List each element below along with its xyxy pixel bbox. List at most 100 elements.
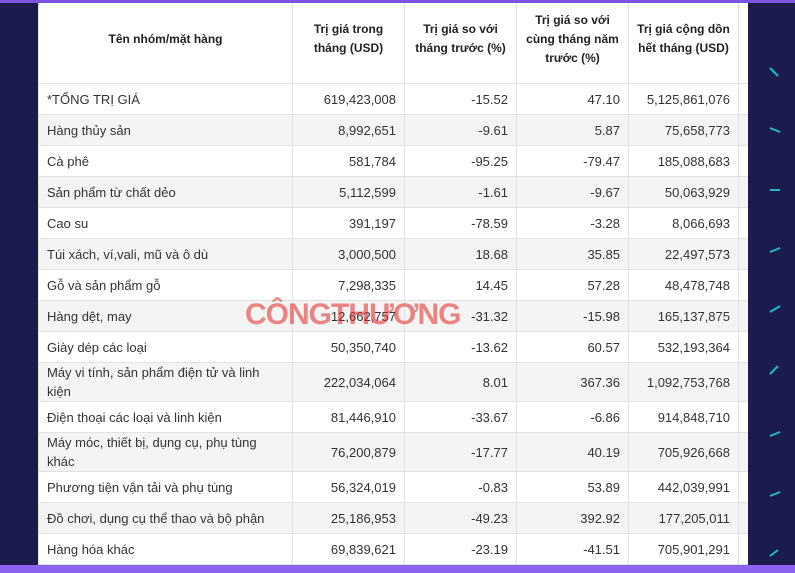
item-cell: Túi xách, ví,vali, mũ và ô dù <box>38 238 293 270</box>
value-cell: -1.61 <box>404 176 517 208</box>
item-cell: Gỗ và sản phẩm gỗ <box>38 269 293 301</box>
column-header: Trị giá cộng dồn so với cùng kỳ năm trướ… <box>738 0 748 84</box>
value-cell: 25,186,953 <box>292 502 405 534</box>
value-cell: -23.19 <box>404 533 517 565</box>
value-cell: 22,497,573 <box>628 238 739 270</box>
value-cell: 8.01 <box>404 362 517 402</box>
value-cell: 18.68 <box>404 238 517 270</box>
value-cell: -41.51 <box>516 533 629 565</box>
item-cell: Cà phê <box>38 145 293 177</box>
table-row: Hàng thủy sản 8,992,651 -9.61 5.87 75,658,77… <box>38 114 748 146</box>
value-cell: 53.89 <box>516 471 629 503</box>
value-cell: 3,000,500 <box>292 238 405 270</box>
value-cell: 914,848,710 <box>628 401 739 433</box>
value-cell: -5.24 <box>738 114 748 146</box>
value-cell: -33.67 <box>404 401 517 433</box>
value-cell: -9.61 <box>404 114 517 146</box>
value-cell: 92.42 <box>738 362 748 402</box>
table-row: Cà phê581,784-95.25-79.47185,088,6833,37… <box>38 145 748 177</box>
value-cell: 705,901,291 <box>628 533 739 565</box>
value-cell: 8,992,651 <box>292 114 405 146</box>
value-cell: -9.67 <box>516 176 629 208</box>
value-cell: -49.23 <box>404 502 517 534</box>
item-cell: Máy móc, thiết bị, dụng cụ, phụ tùng khá… <box>38 432 293 472</box>
value-cell: 1,092,753,768 <box>628 362 739 402</box>
value-cell: 75,658,773 <box>628 114 739 146</box>
value-cell: 48,478,748 <box>628 269 739 301</box>
value-cell: -15.52 <box>404 83 517 115</box>
item-cell: Hàng thủy sản <box>38 114 293 146</box>
column-header: Trị giá trong tháng (USD) <box>292 0 405 84</box>
value-cell: 5.87 <box>516 114 629 146</box>
value-cell: 10.15 <box>738 176 748 208</box>
watermark: CÔNGTHƯƠNG <box>245 298 461 331</box>
value-cell: -95.25 <box>404 145 517 177</box>
value-cell: 47.10 <box>516 83 629 115</box>
value-cell: 3,372.37 <box>738 145 748 177</box>
value-cell: -79.47 <box>516 145 629 177</box>
table-row: Máy móc, thiết bị, dụng cụ, phụ tùng khá… <box>38 432 748 472</box>
value-cell: 81,446,910 <box>292 401 405 433</box>
value-cell: 48.65 <box>738 331 748 363</box>
value-cell: -8.08 <box>738 238 748 270</box>
table-row: Phương tiện vận tải và phụ tùng 56,324,01… <box>38 471 748 503</box>
table-row: Đồ chơi, dụng cụ thể thao và bộ phận 25,1… <box>38 502 748 534</box>
trade-table: Tên nhóm/mặt hàng Trị giá trong tháng (US… <box>38 0 748 565</box>
value-cell: -13.62 <box>404 331 517 363</box>
frame-bottom <box>0 565 795 573</box>
table-row: Máy vi tính, sản phẩm điện tử và linh ki… <box>38 362 748 402</box>
table-container: Tên nhóm/mặt hàng Trị giá trong tháng (US… <box>38 0 748 565</box>
column-header: Trị giá cộng dồn hết tháng (USD) <box>628 0 739 84</box>
value-cell: 222,034,064 <box>292 362 405 402</box>
table-row: *TỔNG TRỊ GIÁ 619,423,008 -15.52 47.10 5,125… <box>38 83 748 115</box>
value-cell: 7,298,335 <box>292 269 405 301</box>
table-row: Giày dép các loại 50,350,740 -13.62 60.57 53… <box>38 331 748 363</box>
value-cell: 40.19 <box>516 432 629 472</box>
value-cell: 442,039,991 <box>628 471 739 503</box>
item-cell: Cao su <box>38 207 293 239</box>
item-cell: Máy vi tính, sản phẩm điện tử và linh ki… <box>38 362 293 402</box>
decoration <box>769 67 781 557</box>
value-cell: 25.44 <box>738 83 748 115</box>
value-cell: -78.59 <box>404 207 517 239</box>
item-cell: Sản phẩm từ chất dẻo <box>38 176 293 208</box>
value-cell: 581,784 <box>292 145 405 177</box>
value-cell: -0.83 <box>404 471 517 503</box>
item-cell: *TỔNG TRỊ GIÁ <box>38 83 293 115</box>
table-row: Điện thoại các loại và linh kiện 81,446,9… <box>38 401 748 433</box>
item-cell: Giày dép các loại <box>38 331 293 363</box>
value-cell: 619,423,008 <box>292 83 405 115</box>
value-cell: 177,205,011 <box>628 502 739 534</box>
value-cell: 115.83 <box>738 502 748 534</box>
table-row: Gỗ và sản phẩm gỗ 7,298,335 14.45 57.28 48,4… <box>38 269 748 301</box>
value-cell: 69,839,621 <box>292 533 405 565</box>
value-cell: 60.57 <box>516 331 629 363</box>
item-cell: Hàng dệt, may <box>38 300 293 332</box>
value-cell: 50,063,929 <box>628 176 739 208</box>
value-cell: 532,193,364 <box>628 331 739 363</box>
value-cell: 56,324,019 <box>292 471 405 503</box>
table-row: Sản phẩm từ chất dẻo 5,112,599 -1.61 -9.67 5… <box>38 176 748 208</box>
value-cell: 35.85 <box>516 238 629 270</box>
value-cell: 76,200,879 <box>292 432 405 472</box>
value-cell: 8,066,693 <box>628 207 739 239</box>
value-cell: 57.28 <box>516 269 629 301</box>
value-cell: -0.94 <box>738 401 748 433</box>
value-cell: 22.78 <box>738 432 748 472</box>
value-cell: 5,112,599 <box>292 176 405 208</box>
item-cell: Phương tiện vận tải và phụ tùng <box>38 471 293 503</box>
value-cell: 5,125,861,076 <box>628 83 739 115</box>
table-row: Túi xách, ví,vali, mũ và ô dù 3,000,500 18… <box>38 238 748 270</box>
value-cell: 367.36 <box>516 362 629 402</box>
value-cell: -6.86 <box>516 401 629 433</box>
value-cell: -23.94 <box>738 533 748 565</box>
value-cell: 392.92 <box>516 502 629 534</box>
item-cell: Hàng hóa khác <box>38 533 293 565</box>
value-cell: 50,350,740 <box>292 331 405 363</box>
value-cell: 105.43 <box>738 207 748 239</box>
value-cell: 165,137,875 <box>628 300 739 332</box>
value-cell: 14.45 <box>404 269 517 301</box>
